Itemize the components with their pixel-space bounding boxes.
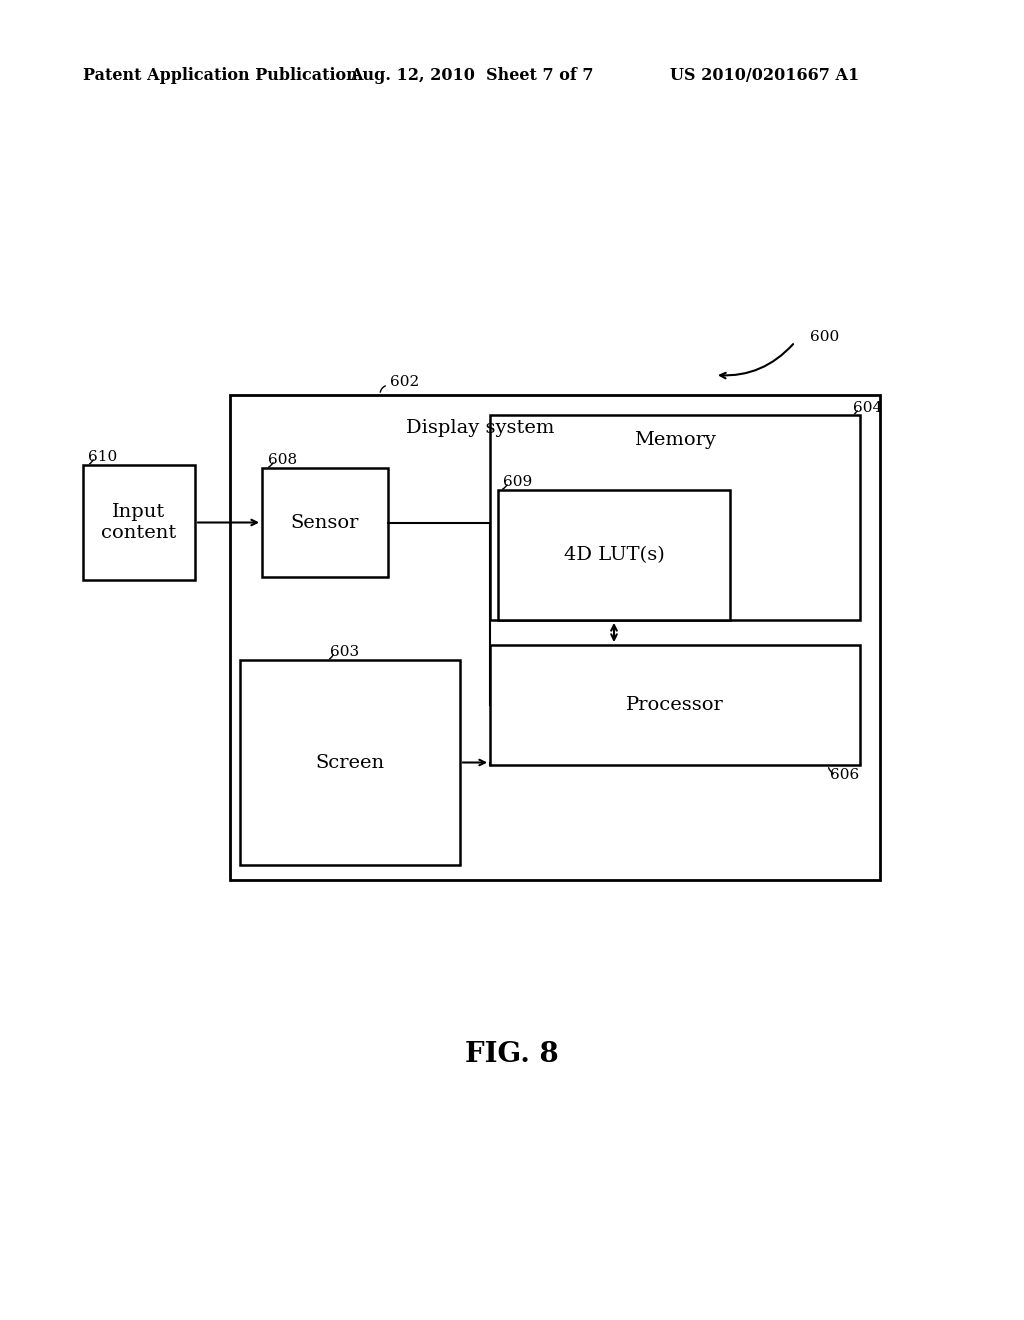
Text: 600: 600 xyxy=(810,330,840,345)
Bar xyxy=(83,465,195,579)
Bar xyxy=(262,469,388,577)
Bar xyxy=(490,645,860,766)
Text: 604: 604 xyxy=(853,401,883,414)
Bar xyxy=(230,395,880,880)
Text: 608: 608 xyxy=(268,453,297,467)
Text: Input
content: Input content xyxy=(101,503,176,543)
Text: 610: 610 xyxy=(88,450,118,465)
Text: Screen: Screen xyxy=(315,754,385,771)
Bar xyxy=(498,490,730,620)
Text: FIG. 8: FIG. 8 xyxy=(465,1041,559,1068)
Bar xyxy=(490,414,860,620)
Text: Aug. 12, 2010  Sheet 7 of 7: Aug. 12, 2010 Sheet 7 of 7 xyxy=(350,66,594,83)
Text: 4D LUT(s): 4D LUT(s) xyxy=(563,546,665,564)
Text: Patent Application Publication: Patent Application Publication xyxy=(83,66,357,83)
Text: 602: 602 xyxy=(390,375,419,389)
Text: Display system: Display system xyxy=(406,418,554,437)
Text: 606: 606 xyxy=(830,768,859,781)
Text: 603: 603 xyxy=(330,645,359,659)
Text: Sensor: Sensor xyxy=(291,513,359,532)
Text: US 2010/0201667 A1: US 2010/0201667 A1 xyxy=(670,66,859,83)
Text: Memory: Memory xyxy=(634,432,716,449)
Text: Processor: Processor xyxy=(626,696,724,714)
Bar xyxy=(240,660,460,865)
Text: 609: 609 xyxy=(503,475,532,488)
